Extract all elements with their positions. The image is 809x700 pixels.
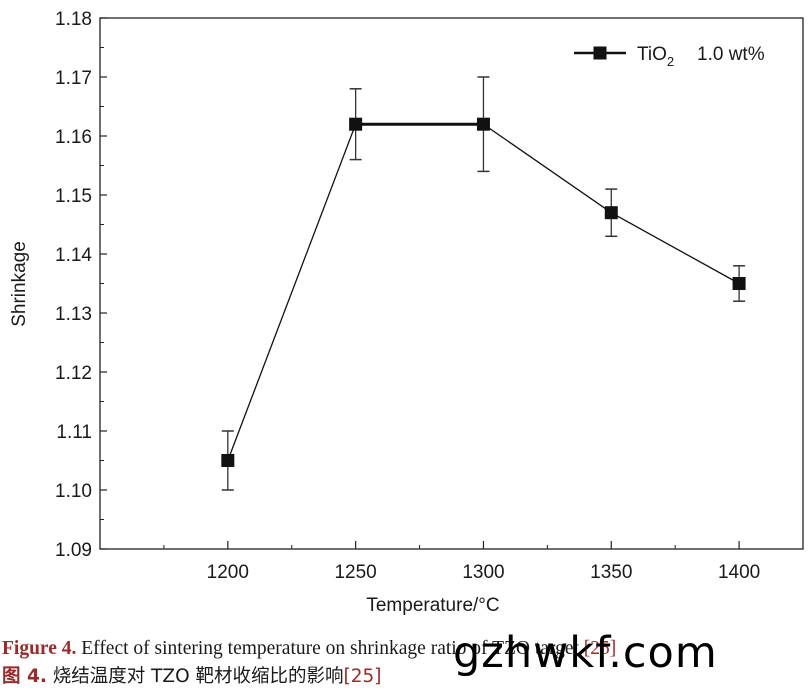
x-tick-label: 1350 bbox=[590, 562, 632, 583]
plot-frame bbox=[99, 17, 804, 550]
shrinkage-chart: 1.09 1.10 1.11 1.12 1.13 1.14 1.15 1.16 1.17 1.18… bbox=[9, 9, 804, 616]
figure-caption-english: Figure 4. Effect of sintering temperatur… bbox=[2, 637, 616, 661]
data-point-marker bbox=[732, 277, 746, 290]
y-tick-label: 1.11 bbox=[56, 422, 92, 443]
legend-label-suffix: 1.0 wt% bbox=[697, 44, 765, 65]
figure-caption-label: Figure 4. bbox=[2, 638, 77, 659]
data-point-marker bbox=[604, 206, 618, 220]
y-axis-ticks: 1.09 1.10 1.11 1.12 1.13 1.14 1.15 1.16 1.17 1.18 bbox=[55, 9, 107, 561]
x-axis-ticks: 1200 1250 1300 1350 1400 bbox=[163, 541, 760, 583]
y-tick-label: 1.10 bbox=[55, 481, 92, 502]
figure-caption-reference[interactable]: [25] bbox=[583, 638, 617, 659]
x-tick-label: 1250 bbox=[334, 562, 376, 583]
legend-label: TiO2 1.0 wt% bbox=[637, 44, 765, 69]
figure-caption-label-zh: 图 4. bbox=[2, 666, 47, 687]
y-tick-label: 1.18 bbox=[55, 9, 92, 30]
watermark: gzhwkf.com bbox=[453, 628, 718, 678]
data-point-marker bbox=[476, 117, 490, 131]
plot-border bbox=[99, 17, 804, 550]
series-layer bbox=[221, 76, 746, 491]
figure-caption-chinese: 图 4. 烧结温度对 TZO 靶材收缩比的影响[25] bbox=[2, 665, 382, 689]
x-tick-label: 1300 bbox=[462, 562, 504, 583]
legend-label-subscript: 2 bbox=[667, 54, 674, 69]
x-axis-title: Temperature/°C bbox=[366, 595, 499, 616]
y-tick-label: 1.12 bbox=[55, 363, 92, 384]
legend-marker bbox=[593, 46, 607, 60]
legend: TiO2 1.0 wt% bbox=[574, 44, 765, 69]
y-tick-label: 1.15 bbox=[55, 186, 92, 207]
legend-label-prefix: TiO bbox=[637, 44, 667, 65]
figure-caption-reference-zh[interactable]: [25] bbox=[343, 666, 382, 687]
y-tick-label: 1.16 bbox=[55, 127, 92, 148]
data-point-marker bbox=[349, 117, 363, 131]
data-point-marker bbox=[221, 454, 235, 467]
y-tick-label: 1.17 bbox=[55, 68, 92, 89]
y-tick-label: 1.13 bbox=[55, 304, 92, 325]
x-tick-label: 1200 bbox=[207, 562, 249, 583]
y-axis-title: Shrinkage bbox=[9, 241, 30, 327]
y-tick-label: 1.09 bbox=[55, 540, 92, 561]
x-tick-label: 1400 bbox=[718, 562, 760, 583]
figure-caption-text-zh: 烧结温度对 TZO 靶材收缩比的影响 bbox=[46, 666, 344, 687]
y-tick-label: 1.14 bbox=[55, 245, 92, 266]
figure-caption-text: Effect of sintering temperature on shrin… bbox=[76, 638, 584, 659]
series-line bbox=[227, 123, 740, 461]
